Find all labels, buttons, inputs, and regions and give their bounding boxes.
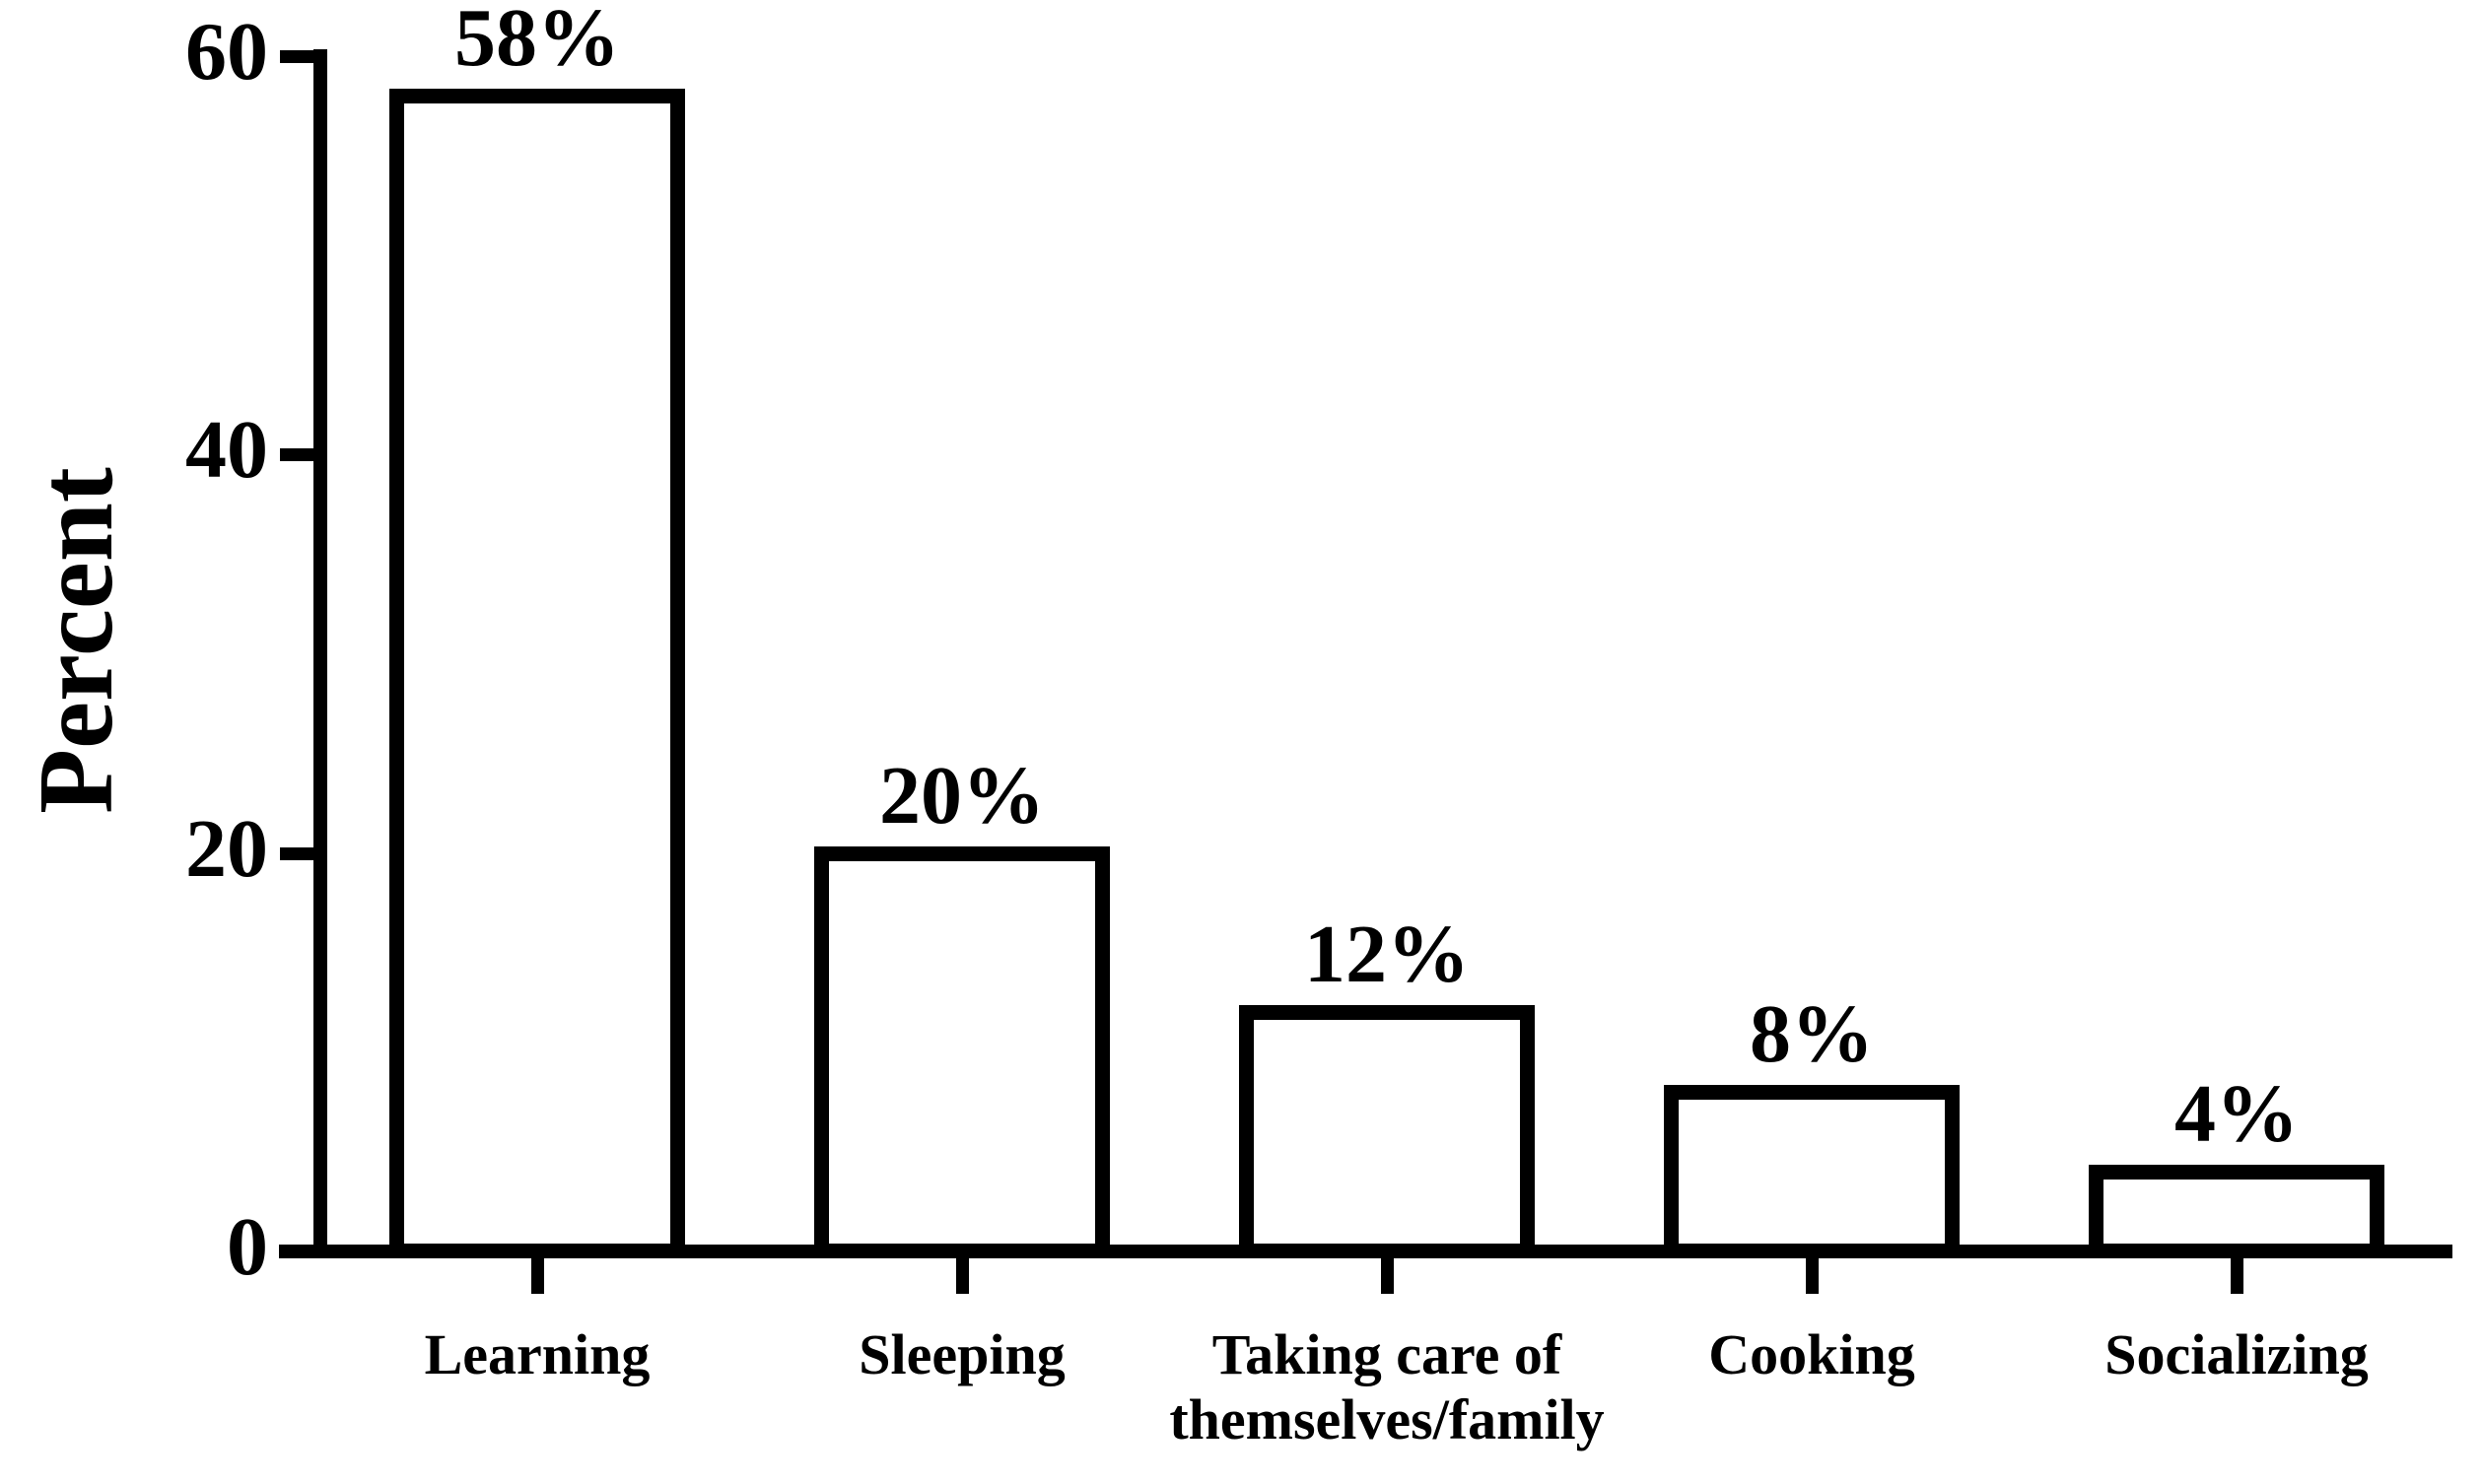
y-tick bbox=[280, 448, 325, 461]
bar-value-label: 20% bbox=[879, 750, 1045, 842]
y-tick-label: 20 bbox=[185, 803, 268, 895]
y-tick-label: 0 bbox=[227, 1201, 268, 1293]
x-tick bbox=[956, 1258, 969, 1294]
bar-value-label: 58% bbox=[454, 0, 620, 84]
y-tick bbox=[280, 847, 325, 860]
bar bbox=[814, 846, 1110, 1258]
bar bbox=[389, 89, 685, 1258]
bar bbox=[1664, 1085, 1960, 1258]
bar bbox=[1239, 1005, 1535, 1258]
bar-value-label: 4% bbox=[2174, 1068, 2299, 1160]
y-tick bbox=[280, 50, 325, 63]
category-label: Socializing bbox=[2104, 1322, 2369, 1386]
bar-value-label: 8% bbox=[1750, 988, 1874, 1080]
y-tick-label: 60 bbox=[185, 6, 268, 98]
category-label: Cooking bbox=[1708, 1322, 1915, 1386]
y-tick bbox=[280, 1246, 325, 1258]
category-label: Taking care of themselves/family bbox=[1169, 1322, 1605, 1451]
x-tick bbox=[1806, 1258, 1819, 1294]
x-tick bbox=[531, 1258, 544, 1294]
bar-value-label: 12% bbox=[1304, 909, 1470, 1000]
y-axis-title: Percent bbox=[18, 467, 135, 814]
category-label: Learning bbox=[424, 1322, 651, 1386]
y-axis-line bbox=[313, 49, 327, 1258]
x-tick bbox=[2231, 1258, 2243, 1294]
category-label: Sleeping bbox=[859, 1322, 1066, 1386]
x-tick bbox=[1381, 1258, 1394, 1294]
bar bbox=[2089, 1165, 2384, 1258]
y-tick-label: 40 bbox=[185, 404, 268, 496]
